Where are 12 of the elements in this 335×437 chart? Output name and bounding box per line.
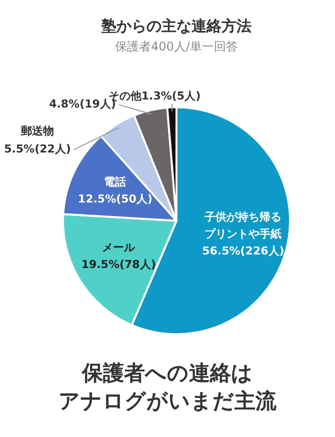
- chart-subtitle: 保護者400人/単一回答: [115, 39, 238, 54]
- data-label: 12.5%(50人): [78, 192, 152, 206]
- slice-label: メール: [102, 240, 136, 254]
- data-label: 56.5%(226人): [202, 244, 284, 258]
- chart-title: 塾からの主な連絡方法: [100, 16, 252, 35]
- text: 保護者への連絡は: [80, 360, 254, 387]
- slice-label: 電話: [104, 175, 126, 188]
- text: アナログがいまだ主流: [58, 388, 278, 415]
- slice-label: 子供が持ち帰るプリントや手紙: [204, 210, 282, 240]
- data-label: 5.5%(22人): [4, 142, 71, 156]
- slice-label: 郵送物: [20, 124, 54, 138]
- data-label: 19.5%(78人): [81, 258, 156, 271]
